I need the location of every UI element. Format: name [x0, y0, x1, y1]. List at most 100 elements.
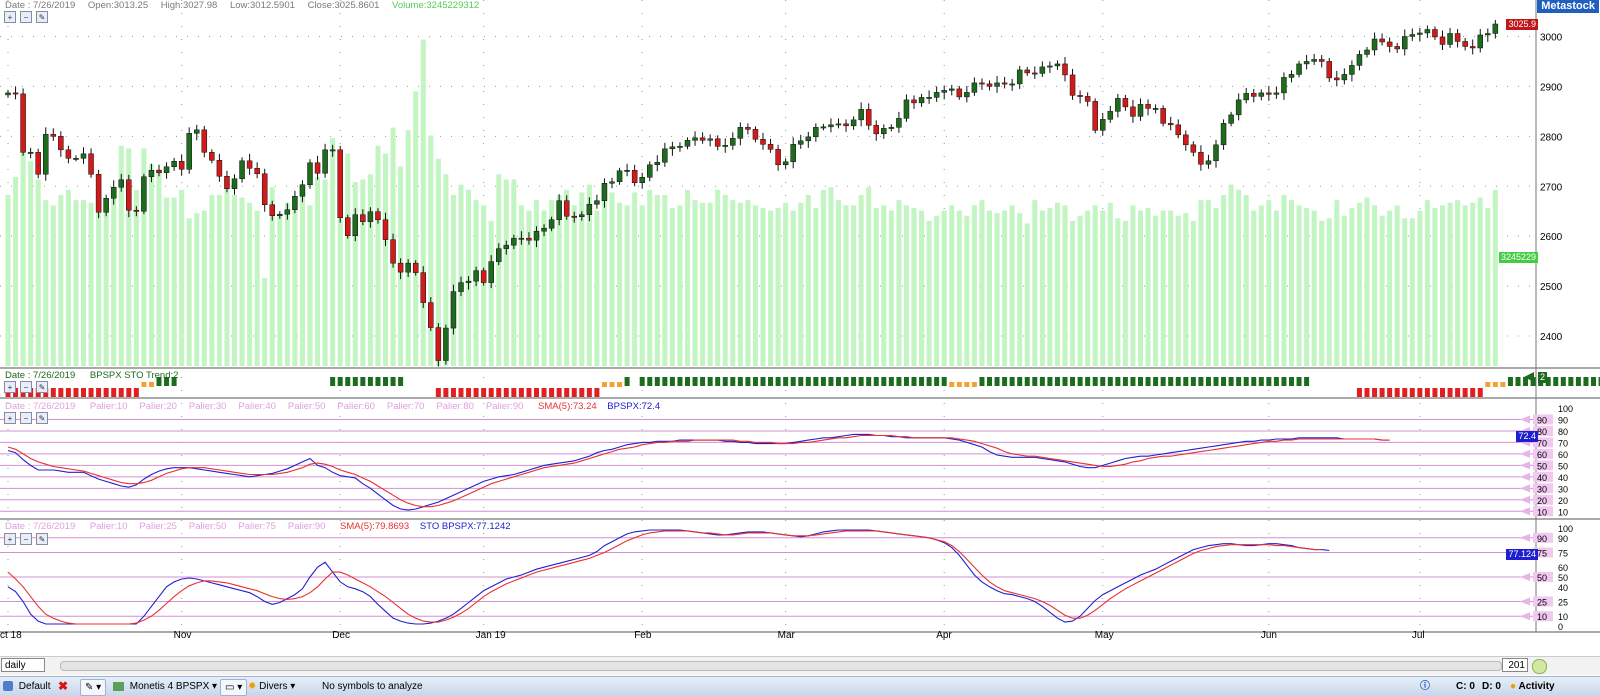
zoom-out-icon[interactable]: −	[20, 533, 32, 545]
candle	[118, 179, 124, 188]
timeframe-select[interactable]: daily	[1, 658, 45, 672]
volume-bar	[919, 210, 925, 366]
window-dropdown[interactable]: ▭ ▾	[220, 679, 248, 696]
volume-bar	[737, 202, 743, 366]
trend-bar	[88, 388, 94, 397]
price-header-date: Date : 7/26/2019	[5, 0, 76, 11]
zoom-in-icon[interactable]: +	[4, 533, 16, 545]
trend-bar	[1054, 377, 1060, 386]
trend-bar	[337, 377, 343, 386]
volume-bar	[805, 195, 811, 366]
zoom-out-icon[interactable]: −	[20, 11, 32, 23]
volume-bar	[1115, 218, 1121, 366]
volume-bar	[1122, 220, 1128, 366]
candle	[971, 82, 978, 93]
scroll-track[interactable]	[60, 661, 1502, 671]
candle	[231, 178, 238, 190]
zoom-out-icon[interactable]: −	[20, 412, 32, 424]
volume-bar	[239, 197, 245, 366]
volume-bar	[722, 195, 728, 366]
trend-bar	[617, 382, 623, 387]
properties-icon[interactable]: ✎	[36, 11, 48, 23]
trend-bar	[1100, 377, 1106, 386]
close-icon[interactable]: ✖	[58, 679, 69, 693]
trend-bar	[1289, 377, 1294, 386]
time-scrollbar[interactable]: daily 201	[0, 656, 1600, 675]
y-tick-label: 40	[1558, 473, 1568, 483]
level-tag-bg	[1533, 460, 1553, 471]
candle	[1160, 108, 1166, 124]
volume-bar	[186, 218, 192, 366]
y-tick-label: 25	[1558, 598, 1568, 608]
level-tag-label: 20	[1537, 496, 1547, 506]
candle	[284, 209, 291, 215]
volume-bar	[164, 197, 170, 366]
trend-bar	[1236, 377, 1242, 386]
candle	[1077, 95, 1083, 97]
candle	[224, 176, 230, 190]
volume-bar	[601, 195, 607, 366]
activity-button[interactable]: ● Activity	[1510, 679, 1555, 694]
trend-bar	[1273, 377, 1279, 386]
level-tag-bg	[1533, 611, 1553, 622]
activity-label: Activity	[1518, 681, 1555, 692]
properties-icon[interactable]: ✎	[36, 381, 48, 393]
series-tab[interactable]: Monetis 4 BPSPX ▾	[113, 679, 217, 694]
zoom-out-icon[interactable]: −	[20, 381, 32, 393]
volume-bar	[707, 202, 713, 366]
candle	[43, 134, 49, 175]
level-label: Palier:60	[337, 401, 375, 412]
candle	[624, 170, 630, 172]
volume-bar	[1138, 210, 1143, 366]
sto-header: Date : 7/26/2019 Palier:10 Palier:25 Palie…	[5, 521, 511, 532]
trend-bar	[1153, 377, 1159, 386]
trend-bar	[443, 388, 449, 397]
volume-bar	[813, 207, 819, 366]
volume-bar	[1092, 205, 1098, 366]
trend-bar	[1417, 388, 1423, 397]
level-marker	[1520, 597, 1530, 606]
volume-bar	[1266, 200, 1272, 366]
trend-bar	[1447, 388, 1453, 397]
candle	[239, 160, 245, 180]
go-icon[interactable]	[1532, 659, 1547, 674]
trend-bar	[647, 377, 653, 386]
level-tag-label: 50	[1537, 573, 1547, 583]
zoom-in-icon[interactable]: +	[4, 381, 16, 393]
trend-bar	[556, 388, 562, 397]
x-tick-label: Apr	[936, 630, 952, 641]
volume-bar	[503, 179, 509, 366]
volume-bar	[1372, 205, 1378, 366]
volume-bar	[752, 205, 758, 366]
candle	[1311, 59, 1317, 62]
y-tick-label: 2700	[1540, 182, 1563, 193]
candle	[1009, 83, 1015, 86]
volume-bar	[1205, 200, 1211, 366]
layout-button[interactable]: Default	[3, 679, 50, 694]
properties-icon[interactable]: ✎	[36, 412, 48, 424]
trend-bar	[911, 377, 917, 386]
zoom-in-icon[interactable]: +	[4, 412, 16, 424]
info-icon[interactable]: ⓘ	[1420, 681, 1430, 692]
divers-menu[interactable]: ✹ Divers ▾	[248, 681, 296, 692]
volume-bar	[35, 179, 41, 366]
candle	[903, 99, 910, 119]
volume-bar	[141, 148, 147, 366]
trend-bar	[730, 377, 736, 386]
candle	[1424, 29, 1431, 34]
candle	[1069, 74, 1076, 96]
volume-bar	[1039, 210, 1045, 366]
properties-icon[interactable]: ✎	[36, 533, 48, 545]
volume-bar	[156, 169, 162, 366]
bars-shown-field[interactable]: 201	[1502, 658, 1528, 672]
volume-bar	[1107, 202, 1113, 366]
tools-dropdown[interactable]: ✎ ▾	[80, 679, 107, 696]
candle	[541, 227, 547, 232]
candle	[375, 211, 381, 220]
trend-bar	[956, 382, 962, 387]
zoom-in-icon[interactable]: +	[4, 11, 16, 23]
candle	[518, 237, 525, 240]
rsi-header: Date : 7/26/2019 Palier:10 Palier:20 Palie…	[5, 401, 660, 412]
candle	[1220, 123, 1227, 146]
